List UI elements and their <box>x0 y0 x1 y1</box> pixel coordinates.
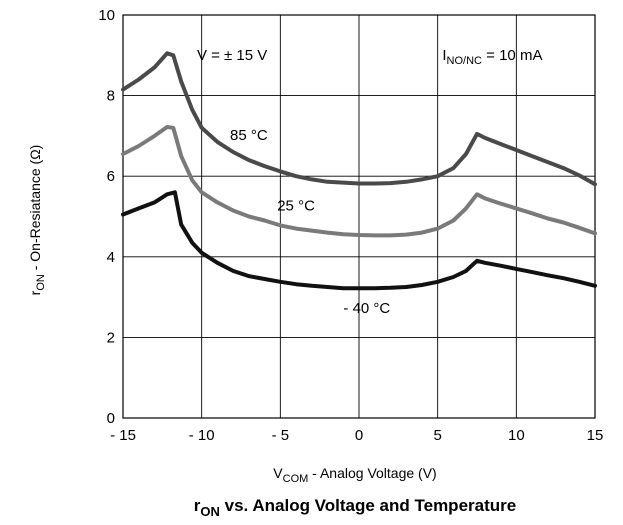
x-tick-label: - 10 <box>189 427 215 444</box>
plot-area <box>122 14 596 419</box>
x-tick-label: 5 <box>433 427 441 444</box>
grid-lines <box>122 14 596 419</box>
tick-labels: - 15 - 10 - 5 0 5 10 15 0 2 4 6 8 10 <box>98 7 603 444</box>
x-axis-label: VCOM - Analog Voltage (V) <box>273 465 436 485</box>
chart-title: rON vs. Analog Voltage and Temperature <box>194 496 516 519</box>
x-tick-label: - 5 <box>272 427 290 444</box>
annotation-supply: V = ± 15 V <box>197 47 267 64</box>
y-tick-label: 8 <box>107 88 115 105</box>
series-label: - 40 °C <box>343 300 390 317</box>
series-label: 25 °C <box>277 197 315 214</box>
series-line <box>121 190 597 291</box>
x-tick-label: - 15 <box>110 427 136 444</box>
series-line <box>121 125 597 238</box>
series-label: 85 °C <box>230 127 268 144</box>
y-tick-label: 4 <box>107 249 115 266</box>
y-tick-label: 10 <box>98 7 115 24</box>
y-axis-label: rON - On-Resiatance (Ω) <box>27 145 47 296</box>
series-lines <box>121 51 597 291</box>
x-tick-label: 10 <box>508 427 525 444</box>
y-tick-label: 2 <box>107 329 115 346</box>
y-tick-label: 6 <box>107 168 115 185</box>
annotations: 85 °C 25 °C - 40 °C V = ± 15 V INO/NC = 10 m… <box>197 47 543 317</box>
x-tick-label: 0 <box>355 427 363 444</box>
x-tick-label: 15 <box>587 427 604 444</box>
series-line <box>121 51 597 187</box>
y-tick-label: 0 <box>107 410 115 427</box>
annotation-current: INO/NC = 10 mA <box>442 47 542 67</box>
